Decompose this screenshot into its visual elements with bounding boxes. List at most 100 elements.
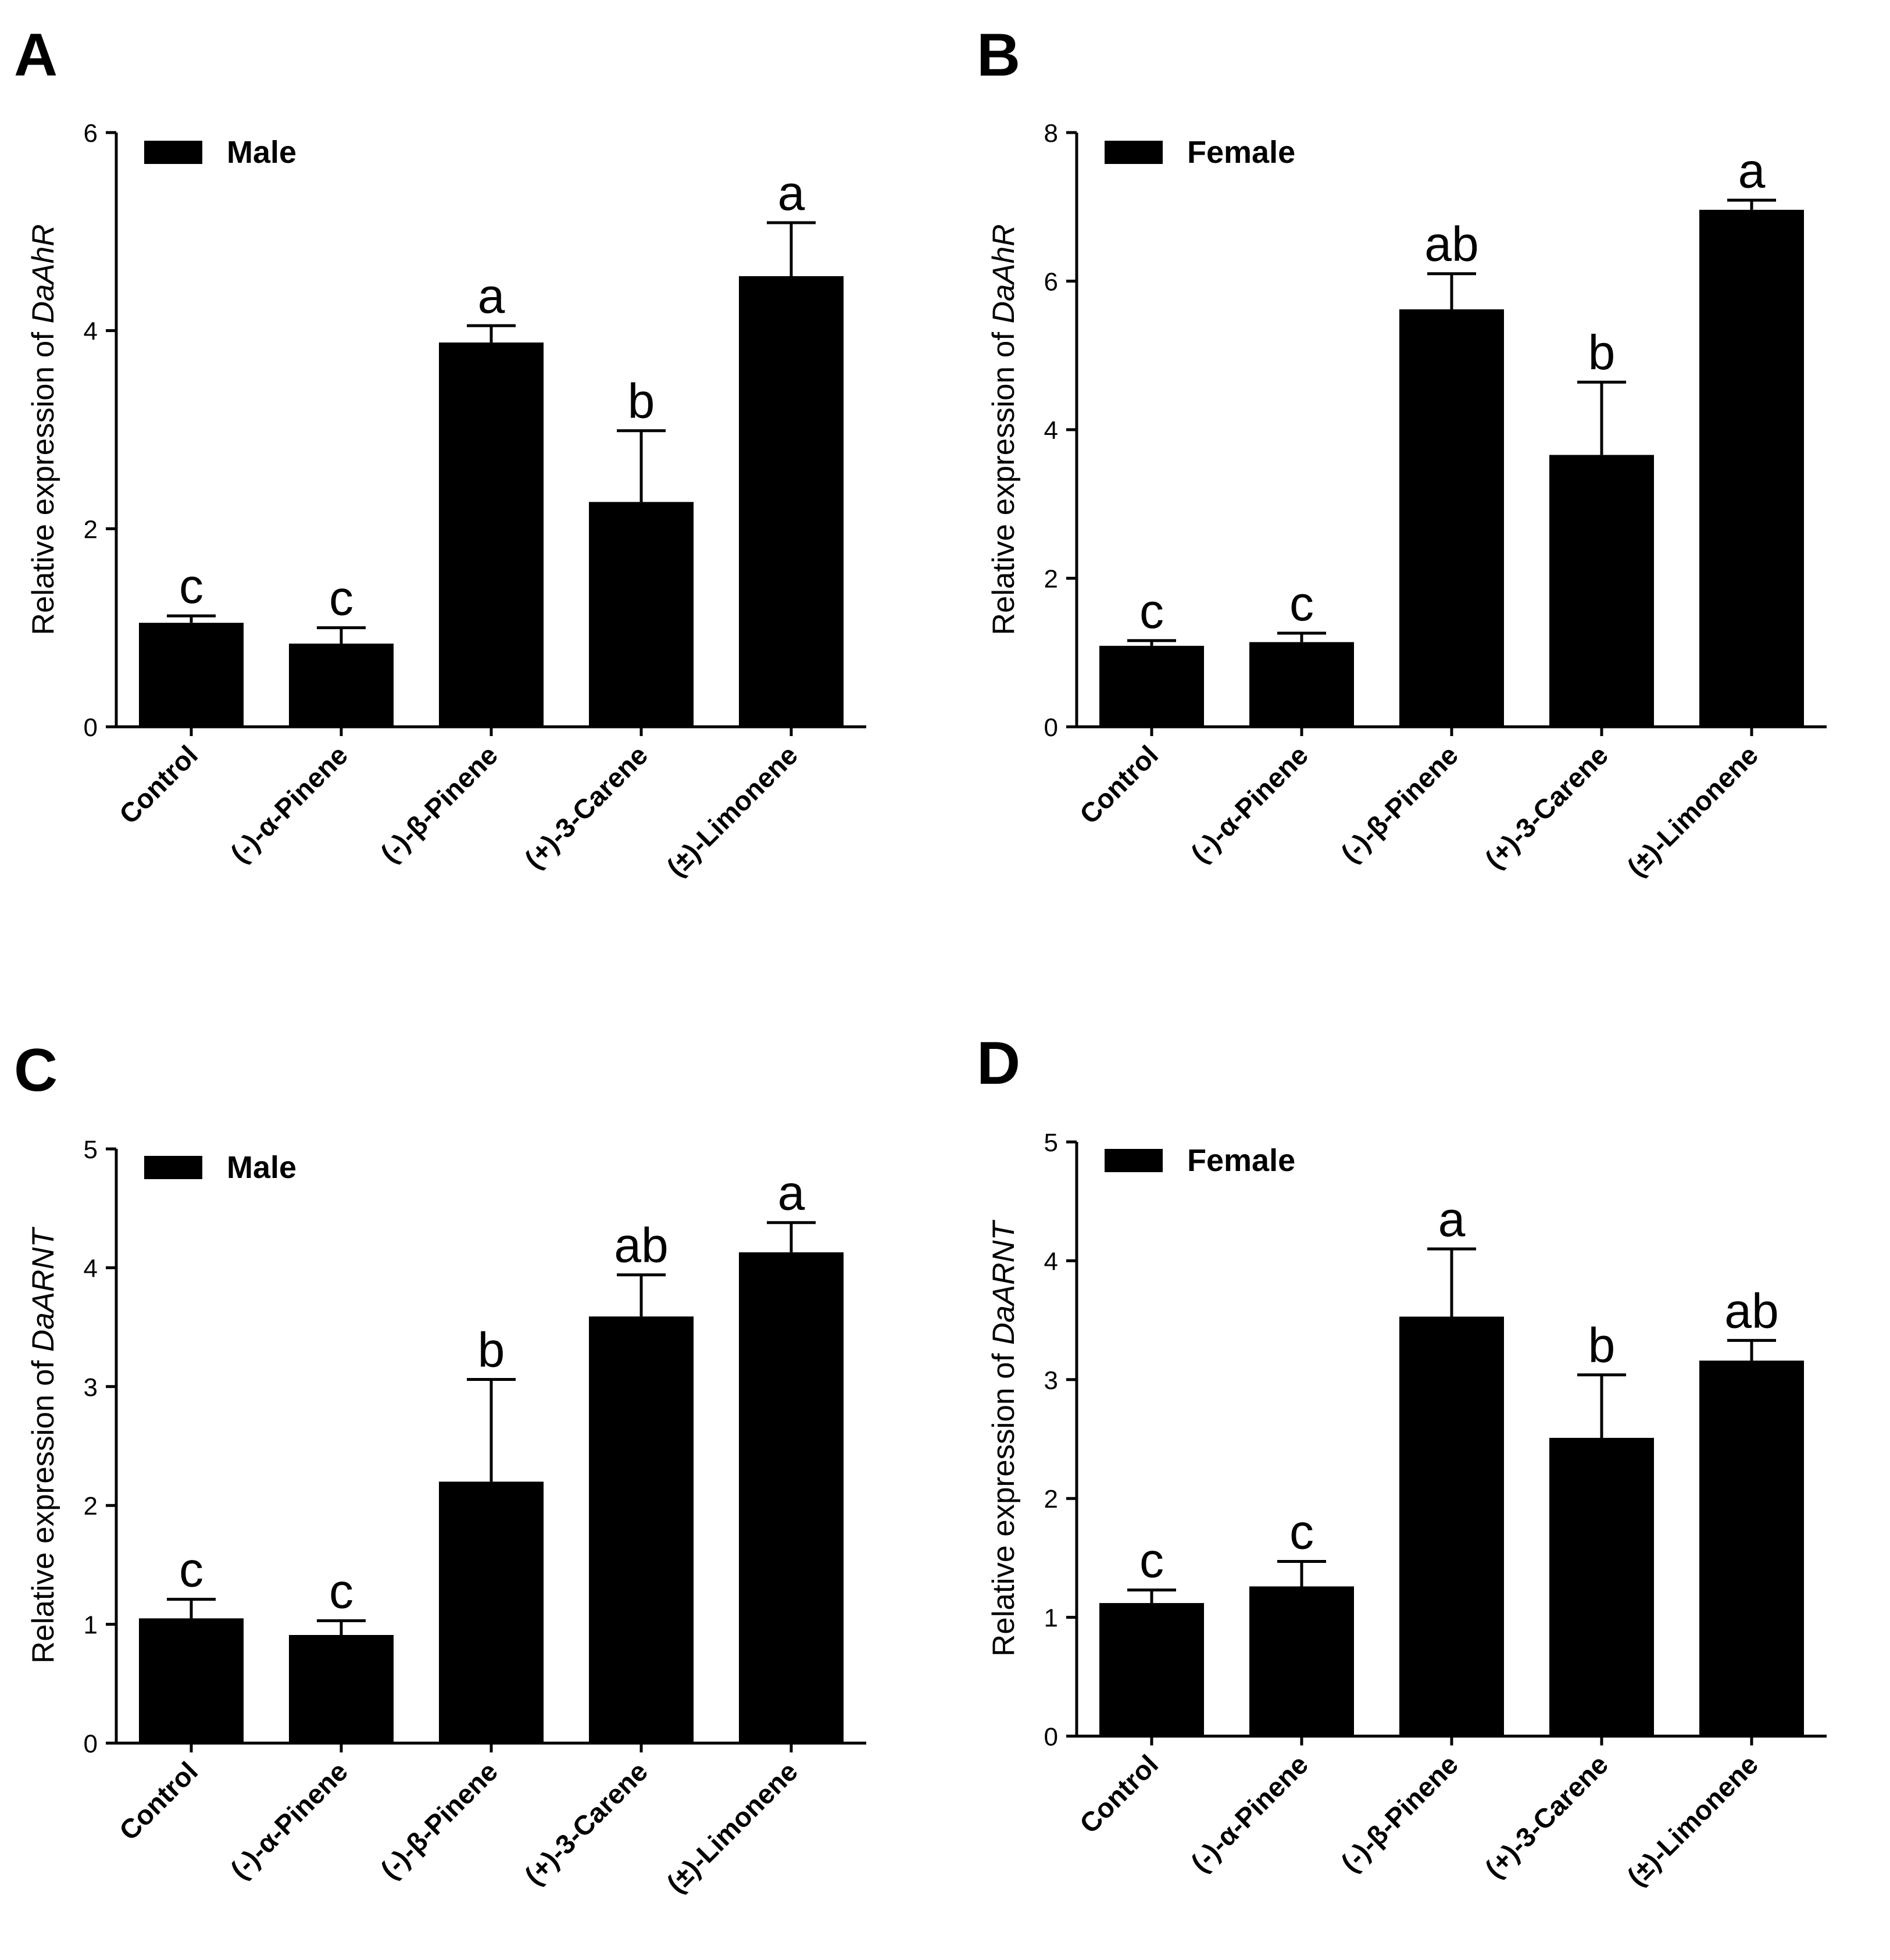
legend-swatch bbox=[144, 141, 202, 164]
category-label: (±)-Limonene bbox=[1621, 740, 1764, 883]
legend-swatch bbox=[144, 1156, 202, 1179]
y-axis-title-text: Relative expression of bbox=[987, 323, 1021, 635]
significance-letter: c bbox=[179, 559, 203, 613]
legend-label: Female bbox=[1187, 135, 1295, 170]
bar bbox=[1099, 1603, 1204, 1736]
significance-letter: a bbox=[778, 1166, 805, 1220]
y-tick-label: 3 bbox=[84, 1373, 98, 1402]
y-tick-label: 0 bbox=[1044, 1723, 1058, 1751]
significance-letter: c bbox=[1139, 584, 1164, 638]
category-label: Control bbox=[1073, 1749, 1164, 1840]
bar bbox=[289, 1634, 394, 1743]
y-axis-title-gene: DaAhR bbox=[26, 224, 60, 323]
bar bbox=[1549, 455, 1654, 727]
legend-swatch bbox=[1105, 1149, 1163, 1172]
significance-letter: c bbox=[1289, 1505, 1314, 1559]
significance-letter: ab bbox=[1724, 1283, 1778, 1338]
bar bbox=[1249, 642, 1354, 727]
y-tick-label: 0 bbox=[1044, 713, 1058, 742]
y-tick-label: 4 bbox=[1044, 416, 1058, 445]
bar bbox=[1249, 1586, 1354, 1736]
y-tick-label: 5 bbox=[84, 1136, 98, 1164]
significance-letter: a bbox=[478, 269, 505, 323]
significance-letter: a bbox=[778, 166, 805, 220]
legend-label: Male bbox=[227, 135, 296, 170]
y-tick-label: 3 bbox=[1044, 1366, 1058, 1395]
y-tick-label: 4 bbox=[84, 1254, 98, 1283]
panel-d: D 0 1 2 3 4 5 Relative expression of DaARNT Fema… bbox=[977, 1030, 1827, 1891]
category-label: (-)-β-Pinene bbox=[1335, 740, 1464, 869]
category-label: Control bbox=[1073, 740, 1164, 830]
category-label: (-)-α-Pinene bbox=[1185, 740, 1314, 869]
panel-c: C 0 1 2 3 4 5 Relative expression of DaARNT Male… bbox=[14, 1037, 866, 1898]
category-label: (-)-β-Pinene bbox=[374, 740, 503, 869]
category-label: (±)-Limonene bbox=[660, 740, 803, 883]
significance-letter: ab bbox=[614, 1218, 668, 1273]
bar bbox=[439, 1481, 544, 1743]
category-label: (+)-3-Carene bbox=[519, 1756, 653, 1891]
bar bbox=[1399, 1316, 1504, 1736]
category-label: (-)-α-Pinene bbox=[224, 740, 353, 869]
category-label: (-)-α-Pinene bbox=[224, 1756, 353, 1885]
significance-letter: b bbox=[628, 374, 655, 429]
significance-letter: b bbox=[1588, 325, 1616, 380]
panel-letter: C bbox=[14, 1037, 58, 1104]
y-tick-label: 1 bbox=[1044, 1604, 1058, 1633]
bar bbox=[1699, 209, 1804, 727]
y-axis-title: Relative expression of DaAhR bbox=[987, 224, 1021, 635]
y-tick-label: 6 bbox=[84, 119, 98, 148]
category-label: (-)-β-Pinene bbox=[1335, 1749, 1464, 1878]
panel-letter: A bbox=[14, 22, 58, 89]
y-tick-label: 2 bbox=[84, 1492, 98, 1520]
significance-letter: ab bbox=[1424, 217, 1478, 272]
y-axis-title: Relative expression of DaARNT bbox=[987, 1219, 1021, 1656]
category-label: Control bbox=[113, 740, 203, 830]
bar bbox=[1699, 1361, 1804, 1736]
y-tick-label: 4 bbox=[1044, 1247, 1058, 1276]
legend-label: Female bbox=[1187, 1143, 1295, 1178]
y-tick-label: 0 bbox=[84, 713, 98, 742]
category-label: Control bbox=[113, 1756, 203, 1847]
y-axis-title: Relative expression of DaAhR bbox=[26, 224, 60, 635]
y-axis-title: Relative expression of DaARNT bbox=[26, 1226, 60, 1663]
bar bbox=[589, 1316, 694, 1743]
y-axis-title-gene: DaARNT bbox=[26, 1226, 60, 1352]
significance-letter: b bbox=[478, 1323, 505, 1377]
bar bbox=[289, 643, 394, 727]
bar bbox=[139, 1618, 244, 1743]
significance-letter: a bbox=[1738, 143, 1766, 198]
bar bbox=[739, 276, 844, 727]
bar bbox=[1099, 645, 1204, 727]
y-axis-title-text: Relative expression of bbox=[987, 1345, 1021, 1656]
significance-letter: c bbox=[1289, 576, 1314, 631]
y-tick-label: 2 bbox=[1044, 1485, 1058, 1513]
category-label: (-)-β-Pinene bbox=[374, 1756, 503, 1885]
category-label: (±)-Limonene bbox=[1621, 1749, 1764, 1892]
panel-letter: D bbox=[977, 1030, 1020, 1097]
significance-letter: c bbox=[1139, 1533, 1164, 1588]
significance-letter: a bbox=[1438, 1192, 1466, 1247]
significance-letter: c bbox=[179, 1543, 203, 1597]
y-axis-title-gene: DaAhR bbox=[987, 224, 1021, 323]
category-label: (+)-3-Carene bbox=[519, 740, 653, 874]
bar bbox=[739, 1252, 844, 1743]
panel-letter: B bbox=[977, 22, 1020, 89]
legend-swatch bbox=[1105, 141, 1163, 164]
bar bbox=[1549, 1437, 1654, 1736]
y-tick-label: 4 bbox=[84, 317, 98, 346]
bar bbox=[139, 623, 244, 727]
y-tick-label: 0 bbox=[84, 1730, 98, 1758]
category-label: (+)-3-Carene bbox=[1479, 1749, 1614, 1884]
y-tick-label: 2 bbox=[1044, 565, 1058, 594]
bar bbox=[1399, 309, 1504, 727]
y-axis-title-gene: DaARNT bbox=[987, 1219, 1021, 1345]
significance-letter: b bbox=[1588, 1318, 1616, 1373]
y-axis-title-text: Relative expression of bbox=[26, 323, 60, 635]
category-label: (±)-Limonene bbox=[660, 1756, 803, 1899]
y-tick-label: 6 bbox=[1044, 268, 1058, 297]
legend-label: Male bbox=[227, 1150, 296, 1185]
bar bbox=[439, 342, 544, 727]
significance-letter: c bbox=[329, 571, 353, 626]
category-label: (+)-3-Carene bbox=[1479, 740, 1614, 874]
panel-b: B 0 2 4 6 8 Relative expression of DaAhR Female… bbox=[977, 22, 1827, 882]
